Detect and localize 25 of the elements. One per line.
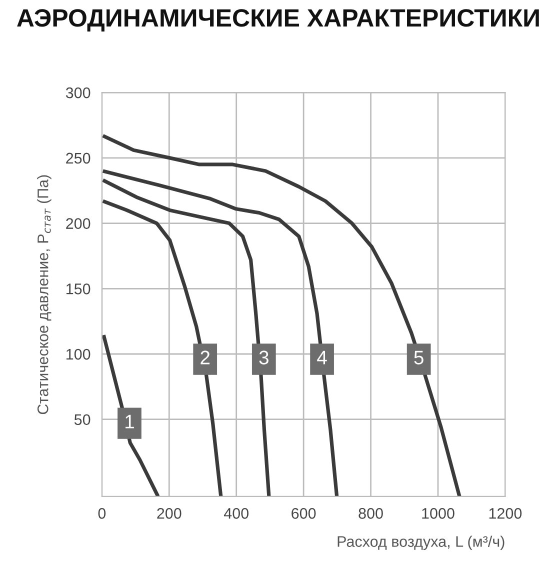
- annotation: 5: [414, 350, 424, 364]
- line-series: [102, 169, 339, 496]
- y-tick-label: 50: [74, 414, 90, 426]
- y-tick-label: 200: [66, 218, 90, 229]
- y-tick-label: 150: [66, 284, 90, 294]
- x-tick-label: 600: [292, 508, 316, 519]
- x-axis-title: Расход воздуха, L (м³/ч): [338, 536, 504, 550]
- x-tick-label: 1200: [489, 508, 522, 519]
- x-tick-label: 1000: [422, 508, 454, 519]
- chart-title: АЭРОДИНАМИЧЕСКИЕ ХАРАКТЕРИСТИКИ: [17, 9, 539, 32]
- y-axis-title: Статическое давление, P$_{стат}$ (Па): [37, 175, 52, 414]
- y-tick-label: 300: [66, 87, 90, 98]
- annotation: 4: [317, 350, 327, 364]
- x-tick-label: 0: [98, 508, 106, 519]
- x-tick-label: 800: [358, 508, 383, 519]
- annotation: 3: [259, 350, 268, 364]
- annotation: 1: [126, 414, 134, 428]
- line-series: [102, 199, 223, 496]
- line-series: [102, 134, 462, 496]
- y-tick-label: 100: [66, 348, 90, 360]
- x-tick-label: 200: [157, 508, 182, 519]
- line-series: [102, 178, 271, 496]
- x-tick-label: 400: [224, 508, 248, 519]
- annotation: 2: [200, 350, 210, 364]
- y-tick-label: 250: [66, 152, 90, 164]
